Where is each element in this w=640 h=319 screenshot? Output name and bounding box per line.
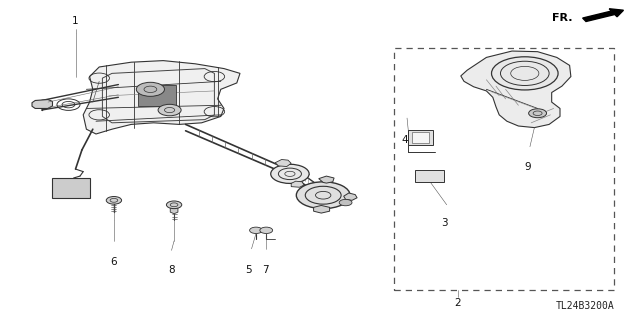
Circle shape (250, 227, 262, 234)
Bar (412, 132, 429, 143)
Polygon shape (275, 160, 291, 167)
Text: TL24B3200A: TL24B3200A (556, 301, 614, 311)
Circle shape (529, 109, 547, 118)
Polygon shape (291, 181, 304, 187)
Text: 2: 2 (454, 298, 461, 308)
Circle shape (158, 104, 181, 116)
Circle shape (339, 199, 352, 206)
Text: 4: 4 (401, 135, 408, 145)
Text: 3: 3 (442, 218, 448, 228)
Circle shape (492, 57, 558, 90)
Text: 5: 5 (245, 264, 252, 275)
Circle shape (166, 201, 182, 209)
Polygon shape (461, 51, 571, 128)
Polygon shape (319, 176, 334, 183)
Bar (394, 48, 614, 290)
Text: 9: 9 (525, 162, 531, 173)
Circle shape (260, 227, 273, 234)
Text: 7: 7 (262, 264, 269, 275)
Polygon shape (314, 205, 330, 213)
Bar (138, 85, 176, 106)
Circle shape (106, 197, 122, 204)
Polygon shape (32, 100, 52, 108)
Text: 8: 8 (168, 264, 175, 275)
Bar (408, 130, 433, 145)
Polygon shape (170, 208, 178, 214)
Circle shape (271, 164, 309, 183)
Bar (415, 170, 444, 182)
Bar (52, 178, 90, 198)
Text: FR.: FR. (552, 12, 573, 23)
Circle shape (296, 182, 350, 209)
FancyArrow shape (582, 9, 623, 21)
Polygon shape (344, 193, 357, 200)
Polygon shape (83, 61, 240, 134)
Text: 6: 6 (111, 256, 117, 267)
Text: 1: 1 (72, 16, 79, 26)
Circle shape (136, 82, 164, 96)
